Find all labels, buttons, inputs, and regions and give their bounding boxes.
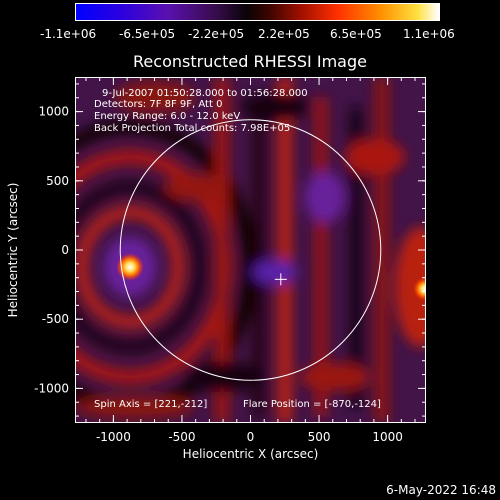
info-line: Back Projection Total counts: 7.98E+05 (94, 123, 291, 134)
colorbar-tick: 6.5e+05 (330, 27, 382, 41)
info-line: 9-Jul-2007 01:50:28.000 to 01:56:28.000 (102, 88, 308, 99)
edge-source (413, 277, 426, 301)
y-tick-label: 500 (46, 174, 69, 188)
rhessi-image (75, 77, 426, 423)
spin-axis-text: Spin Axis = [221,-212] (94, 399, 208, 410)
plot-title: Reconstructed RHESSI Image (133, 52, 367, 71)
flare-position-text: Flare Position = [-870,-124] (243, 399, 381, 410)
timestamp: 6-May-2022 16:48 (386, 483, 496, 497)
spin-axis-marker (274, 273, 287, 286)
x-tick-label: 1000 (372, 430, 403, 444)
colorbar-tick: 2.2e+05 (258, 27, 310, 41)
image-panel (75, 77, 426, 423)
y-tick-label: 0 (61, 243, 69, 257)
colorbar-tick: -1.1e+06 (40, 27, 97, 41)
info-line: Detectors: 7F 8F 9F, Att 0 (94, 99, 223, 110)
solar-limb (119, 119, 382, 381)
x-tick-label: -1000 (96, 430, 131, 444)
y-tick-label: -1000 (34, 381, 69, 395)
x-axis-label: Heliocentric X (arcsec) (182, 447, 319, 461)
colorbar-tick: 1.1e+06 (403, 27, 455, 41)
info-line: Energy Range: 6.0 - 12.0 keV (94, 111, 241, 122)
y-tick-label: -500 (42, 312, 69, 326)
x-tick-label: 500 (308, 430, 331, 444)
colorbar-tick: -2.2e+05 (188, 27, 245, 41)
y-tick-label: 1000 (38, 105, 69, 119)
y-axis-label: Heliocentric Y (arcsec) (6, 182, 20, 318)
flare-source (116, 253, 144, 281)
colorbar (75, 3, 440, 21)
x-tick-label: 0 (247, 430, 255, 444)
x-tick-label: -500 (168, 430, 195, 444)
colorbar-tick: -6.5e+05 (119, 27, 176, 41)
